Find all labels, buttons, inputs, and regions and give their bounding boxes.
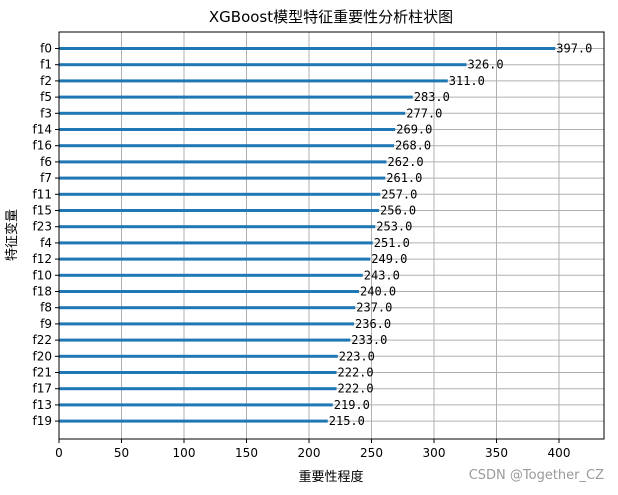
x-tick-label: 100 <box>173 446 196 460</box>
bar-f16 <box>59 144 394 148</box>
y-tick-label-f8: f8 <box>40 301 52 315</box>
value-label-f23: 253.0 <box>376 220 412 234</box>
y-tick-label-f9: f9 <box>40 317 52 331</box>
value-label-f17: 222.0 <box>338 382 374 396</box>
y-tick-label-f18: f18 <box>33 285 53 299</box>
y-tick-label-f0: f0 <box>40 42 52 56</box>
bar-f6 <box>59 160 387 164</box>
y-tick-label-f6: f6 <box>40 155 52 169</box>
x-tick-label: 400 <box>548 446 571 460</box>
bar-f1 <box>59 63 467 67</box>
y-tick-label-f10: f10 <box>33 268 53 282</box>
bar-f0 <box>59 47 556 50</box>
y-tick-label-f1: f1 <box>40 58 52 72</box>
bars <box>59 47 556 423</box>
bar-f13 <box>59 403 333 407</box>
y-tick-label-f15: f15 <box>33 204 53 218</box>
y-tick-label-f12: f12 <box>33 252 53 266</box>
y-tick-label-f16: f16 <box>33 139 53 153</box>
x-tick-label: 250 <box>360 446 383 460</box>
bar-f9 <box>59 322 354 326</box>
value-label-f16: 268.0 <box>395 139 431 153</box>
y-tick-label-f22: f22 <box>33 333 53 347</box>
bar-f15 <box>59 209 379 212</box>
y-tick-label-f11: f11 <box>33 187 53 201</box>
value-label-f18: 240.0 <box>360 285 396 299</box>
value-label-f6: 262.0 <box>388 155 424 169</box>
value-label-f3: 277.0 <box>406 106 442 120</box>
value-label-f0: 397.0 <box>556 42 592 56</box>
bar-f19 <box>59 419 328 423</box>
x-tick-label: 300 <box>423 446 446 460</box>
bar-f12 <box>59 257 371 261</box>
x-tick-label: 200 <box>298 446 321 460</box>
value-label-f14: 269.0 <box>396 123 432 137</box>
value-label-f9: 236.0 <box>355 317 391 331</box>
watermark: CSDN @Together_CZ <box>468 468 604 483</box>
value-label-f20: 223.0 <box>339 349 375 363</box>
value-label-f2: 311.0 <box>449 74 485 88</box>
bar-f11 <box>59 192 381 196</box>
bar-f14 <box>59 128 396 131</box>
bar-f7 <box>59 176 386 180</box>
gridlines <box>58 32 604 439</box>
bar-f18 <box>59 290 359 293</box>
y-tick-label-f3: f3 <box>40 106 52 120</box>
y-tick-label-f20: f20 <box>33 349 53 363</box>
value-label-f1: 326.0 <box>468 58 504 72</box>
value-label-f22: 233.0 <box>351 333 387 347</box>
bar-f23 <box>59 225 376 229</box>
y-tick-label-f19: f19 <box>33 414 53 428</box>
bar-f2 <box>59 79 448 83</box>
chart-title: XGBoost模型特征重要性分析柱状图 <box>209 8 453 26</box>
value-labels: 397.0 326.0 311.0 283.0 277.0 269.0 268.0 262.0… <box>329 42 593 429</box>
y-tick-label-f2: f2 <box>40 74 52 88</box>
value-label-f10: 243.0 <box>364 268 400 282</box>
bar-f5 <box>59 95 413 99</box>
value-label-f19: 215.0 <box>329 414 365 428</box>
value-label-f4: 251.0 <box>374 236 410 250</box>
y-tick-label-f23: f23 <box>33 220 53 234</box>
y-tick-label-f5: f5 <box>40 90 52 104</box>
bar-f22 <box>59 338 351 342</box>
bar-f10 <box>59 273 363 277</box>
bar-f3 <box>59 111 406 115</box>
value-label-f15: 256.0 <box>380 204 416 218</box>
value-label-f11: 257.0 <box>381 187 417 201</box>
x-tick-label: 0 <box>55 446 63 460</box>
x-axis-label: 重要性程度 <box>298 469 363 485</box>
x-tick-label: 150 <box>235 446 258 460</box>
value-label-f21: 222.0 <box>338 366 374 380</box>
plot-frame <box>58 31 605 440</box>
bar-f20 <box>59 354 338 358</box>
bar-f8 <box>59 306 356 310</box>
y-tick-label-f14: f14 <box>33 123 53 137</box>
value-label-f8: 237.0 <box>356 301 392 315</box>
y-tick-label-f7: f7 <box>40 171 52 185</box>
value-label-f5: 283.0 <box>414 90 450 104</box>
y-tick-labels: f0 f1 f2 f5 f3 f14 f16 f6 f7 f11 f15 f23 f4 f12 f10 f18… <box>33 42 59 428</box>
y-tick-label-f13: f13 <box>33 398 53 412</box>
y-axis-label: 特征变量 <box>4 209 20 261</box>
value-label-f12: 249.0 <box>371 252 407 266</box>
y-tick-label-f21: f21 <box>33 366 53 380</box>
value-label-f13: 219.0 <box>334 398 370 412</box>
bar-f21 <box>59 371 337 374</box>
x-tick-label: 50 <box>114 446 129 460</box>
y-tick-label-f17: f17 <box>33 382 53 396</box>
bar-f17 <box>59 387 337 391</box>
bar-f4 <box>59 241 373 245</box>
y-tick-label-f4: f4 <box>40 236 52 250</box>
x-tick-labels: 0 50 100 150 200 250 300 350 400 <box>55 439 570 460</box>
value-label-f7: 261.0 <box>386 171 422 185</box>
x-tick-label: 350 <box>485 446 508 460</box>
